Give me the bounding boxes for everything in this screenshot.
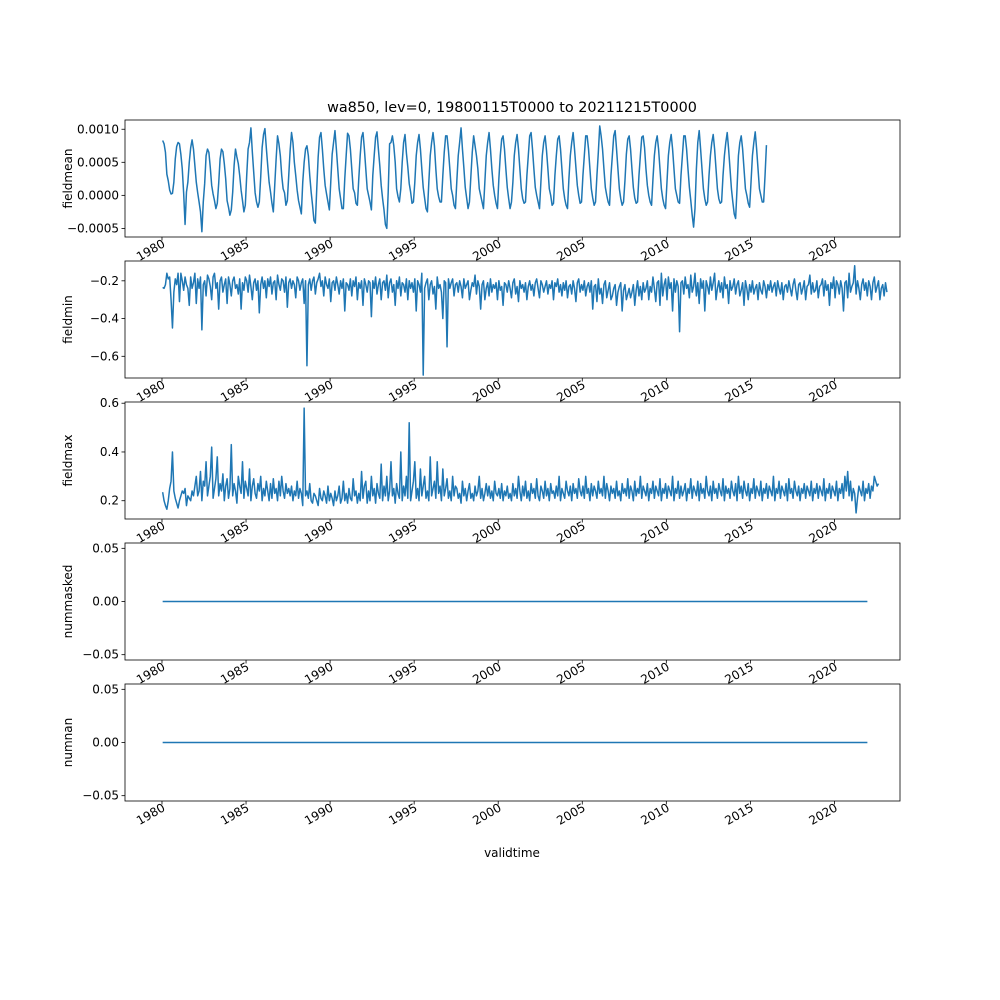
series-line-fieldmax-0 — [161, 407, 880, 514]
y-tick-label-fieldmean-2: 0.0005 — [77, 155, 119, 169]
axes-frame-fieldmax — [124, 401, 901, 520]
y-axis-label-fieldmax: fieldmax — [61, 434, 75, 486]
series-line-fieldmean-0 — [161, 125, 768, 233]
y-tick-label-fieldmax-0: 0.2 — [100, 494, 119, 508]
axes-frame-fieldmean — [124, 119, 901, 238]
y-tick-label-nummasked-2: 0.05 — [92, 541, 119, 555]
y-tick-label-numnan-2: 0.05 — [92, 682, 119, 696]
y-tick-label-nummasked-1: 0.00 — [92, 595, 119, 609]
y-tick-label-numnan-1: 0.00 — [92, 736, 119, 750]
y-tick-label-numnan-0: −0.05 — [82, 789, 119, 803]
y-tick-label-fieldmean-0: −0.0005 — [67, 221, 119, 235]
y-axis-label-fieldmin: fieldmin — [61, 295, 75, 344]
y-tick-label-fieldmin-1: −0.4 — [90, 312, 119, 326]
y-tick-label-fieldmean-1: 0.0000 — [77, 188, 119, 202]
y-tick-label-fieldmin-0: −0.6 — [90, 349, 119, 363]
y-axis-label-fieldmean: fieldmean — [61, 149, 75, 209]
y-tick-label-fieldmean-3: 0.0010 — [77, 122, 119, 136]
y-tick-label-fieldmin-2: −0.2 — [90, 274, 119, 288]
y-axis-label-numnan: numnan — [61, 718, 75, 767]
y-tick-label-nummasked-0: −0.05 — [82, 648, 119, 662]
y-axis-label-nummasked: nummasked — [61, 565, 75, 639]
figure-title: wa850, lev=0, 19800115T0000 to 20211215T… — [327, 100, 697, 116]
series-line-fieldmin-0 — [162, 264, 888, 376]
x-axis-label: validtime — [484, 846, 540, 860]
y-tick-label-fieldmax-1: 0.4 — [100, 445, 119, 459]
y-tick-label-fieldmax-2: 0.6 — [100, 396, 119, 410]
axes-frame-fieldmin — [124, 260, 901, 379]
